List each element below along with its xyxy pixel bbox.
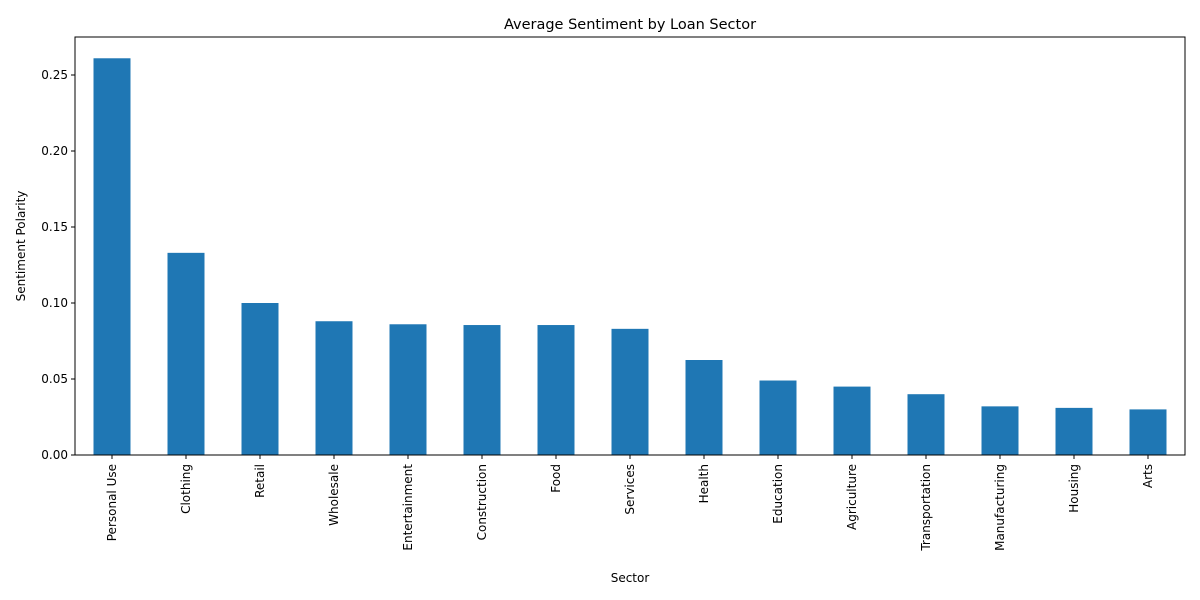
- y-axis-ticks: 0.00 0.05 0.10 0.15 0.20 0.25: [41, 68, 75, 462]
- bar-wholesale: [315, 321, 353, 455]
- x-tick-label: Clothing: [179, 464, 193, 514]
- bar-transportation: [907, 394, 945, 455]
- x-tick-label: Housing: [1067, 464, 1081, 513]
- y-tick-label: 0.10: [41, 296, 68, 310]
- x-tick-label: Wholesale: [327, 464, 341, 526]
- x-axis-title: Sector: [611, 571, 650, 585]
- x-tick-label: Entertainment: [401, 464, 415, 551]
- bar-entertainment: [389, 324, 427, 455]
- bar-services: [611, 328, 649, 455]
- bar-construction: [463, 325, 501, 455]
- y-axis-title: Sentiment Polarity: [14, 191, 28, 302]
- plot-frame: [74, 36, 1186, 456]
- bar-personal-use: [93, 58, 131, 455]
- y-tick-label: 0.05: [41, 372, 68, 386]
- bar-food: [537, 325, 575, 455]
- y-tick-label: 0.25: [41, 68, 68, 82]
- x-tick-label: Health: [697, 464, 711, 503]
- x-tick-label: Education: [771, 464, 785, 524]
- x-tick-label: Agriculture: [845, 464, 859, 530]
- x-tick-label: Retail: [253, 464, 267, 498]
- bar-agriculture: [833, 386, 871, 455]
- bar-housing: [1055, 407, 1093, 455]
- bar-retail: [241, 303, 279, 455]
- y-tick-label: 0.20: [41, 144, 68, 158]
- x-tick-label: Services: [623, 464, 637, 515]
- bar-manufacturing: [981, 406, 1019, 455]
- x-tick-label: Construction: [475, 464, 489, 540]
- bar-clothing: [167, 252, 205, 455]
- x-tick-label: Personal Use: [105, 464, 119, 541]
- x-tick-label: Transportation: [919, 464, 933, 552]
- bar-health: [685, 360, 723, 455]
- bar-education: [759, 380, 797, 455]
- x-tick-label: Manufacturing: [993, 464, 1007, 551]
- bar-arts: [1129, 409, 1167, 455]
- y-tick-label: 0.00: [41, 448, 68, 462]
- bars-group: [93, 58, 1167, 455]
- chart-title: Average Sentiment by Loan Sector: [504, 17, 756, 33]
- y-tick-label: 0.15: [41, 220, 68, 234]
- x-tick-label: Arts: [1141, 464, 1155, 488]
- x-axis-ticks: Personal Use Clothing Retail Wholesale Enter…: [105, 455, 1155, 552]
- x-tick-label: Food: [549, 464, 563, 493]
